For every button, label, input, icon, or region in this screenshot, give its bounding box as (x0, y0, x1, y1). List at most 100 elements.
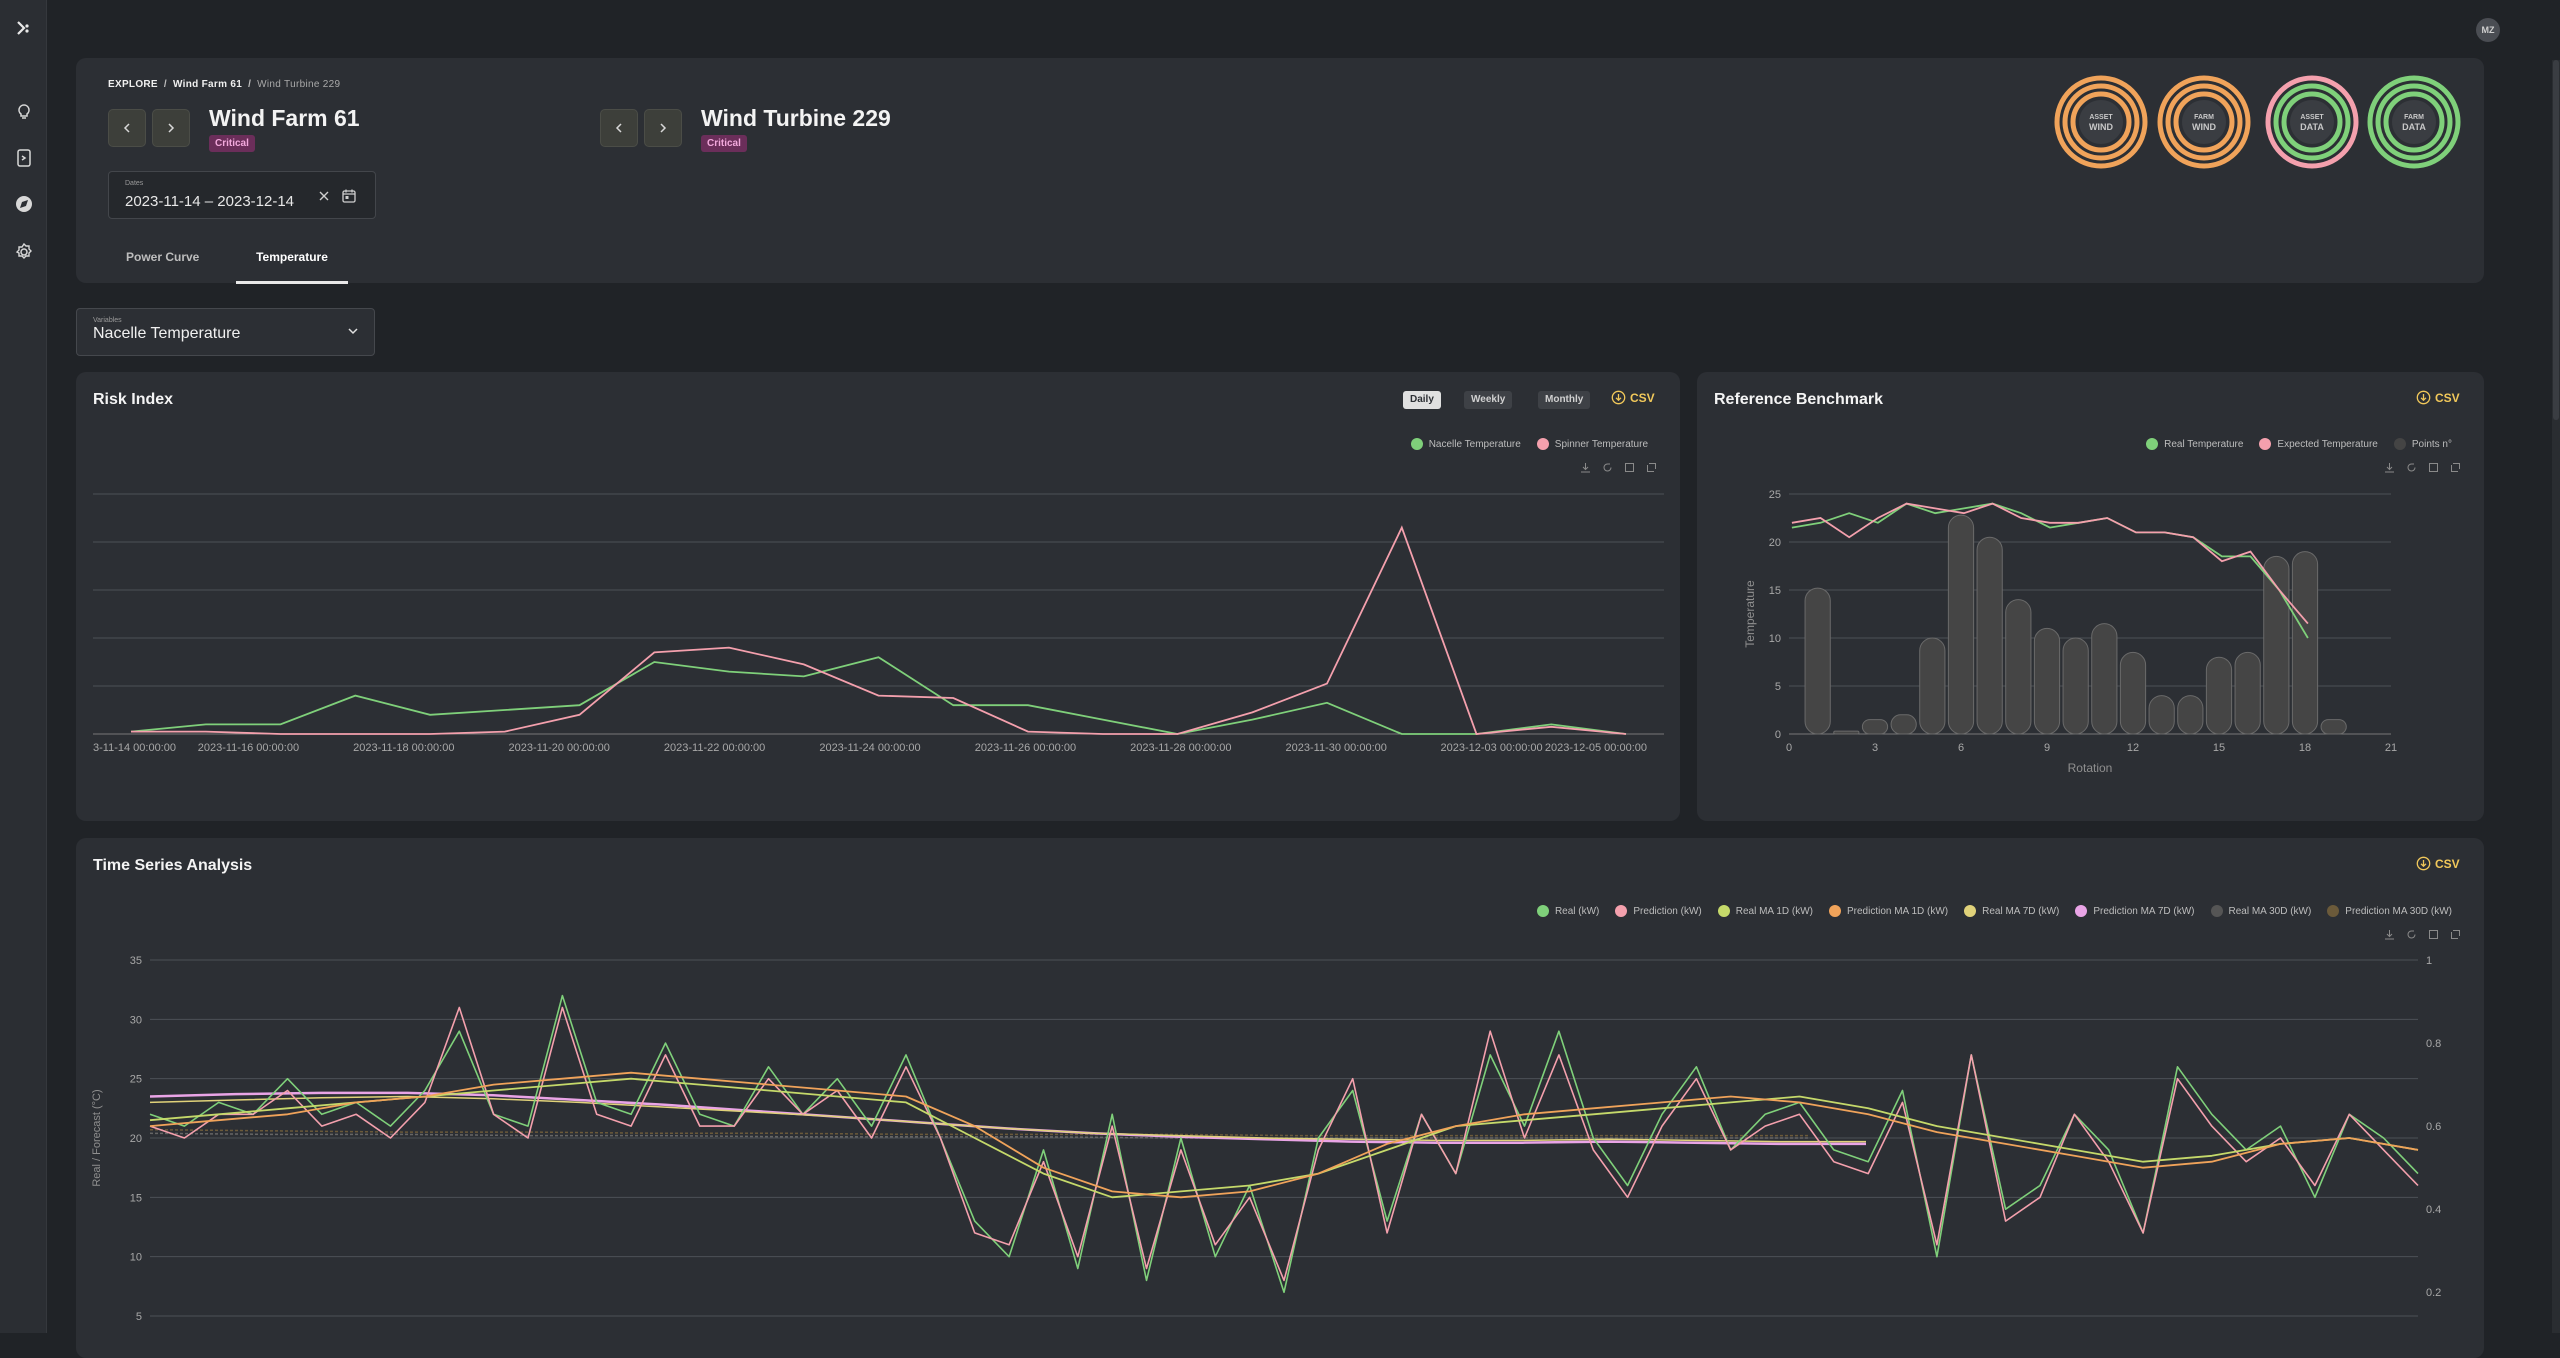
legend-label: Real MA 30D (kW) (2228, 905, 2312, 917)
y-tick-label: 10 (1769, 633, 1781, 645)
series-ma1d-pred (149, 1071, 2419, 1199)
date-range-value[interactable]: 2023-11-14 – 2023-12-14 (125, 193, 295, 210)
gauge-ring (2070, 91, 2132, 153)
y-tick-label: 15 (130, 1192, 142, 1204)
bar (1919, 637, 1946, 735)
series-line (131, 525, 1627, 735)
restore-icon[interactable] (1601, 461, 1614, 474)
breadcrumb-explore[interactable]: EXPLORE (108, 79, 158, 90)
compass-icon[interactable] (12, 192, 36, 216)
variable-select-label: Variables (93, 317, 122, 324)
series-line (1791, 502, 2309, 639)
legend-item-timeseries[interactable]: Prediction MA 30D (kW) (2327, 905, 2452, 917)
tab-power-curve[interactable]: Power Curve (126, 250, 200, 264)
zoom-reset-icon[interactable] (1645, 461, 1658, 474)
legend-item-timeseries[interactable]: Real (kW) (1536, 905, 1599, 917)
bar (2291, 551, 2319, 735)
zoom-reset-icon[interactable] (2449, 461, 2462, 474)
y-right-tick-label: 0.6 (2426, 1121, 2441, 1133)
x-tick-label: 21 (2385, 742, 2397, 754)
y-tick-label: 20 (130, 1133, 142, 1145)
download-icon (1611, 390, 1626, 405)
clear-icon[interactable] (315, 187, 333, 205)
gauge-label-line1: FARM (2194, 114, 2214, 121)
legend-item-nacelle[interactable]: Nacelle Temperature (1410, 438, 1521, 450)
bar (2320, 719, 2347, 735)
x-tick-label: 2023-11-22 00:00:00 (664, 742, 765, 754)
legend-item-timeseries[interactable]: Prediction MA 7D (kW) (2075, 905, 2195, 917)
farm-next-button[interactable] (152, 109, 190, 147)
date-range-label: Dates (125, 180, 144, 187)
date-range-field[interactable]: Dates 2023-11-14 – 2023-12-14 (108, 171, 376, 219)
bar (1804, 587, 1831, 735)
y-tick-label: 5 (136, 1311, 142, 1323)
risk-toolbox (1579, 461, 1658, 474)
legend-item-timeseries[interactable]: Prediction MA 1D (kW) (1828, 905, 1948, 917)
benchmark-chart[interactable]: 0 5 10 15 20 25 0 3 6 9 12 15 18 21 Rotation Temperatur… (1697, 372, 2484, 821)
bar (2148, 695, 2175, 735)
calendar-icon[interactable] (340, 187, 358, 205)
time-series-chart[interactable]: 5 10 15 20 25 30 35 0.2 0.4 0.6 0.8 1 Real / Forecas… (76, 838, 2484, 1358)
legend-item-timeseries[interactable]: Real MA 30D (kW) (2210, 905, 2312, 917)
turbine-prev-button[interactable] (600, 109, 638, 147)
legend-item-timeseries[interactable]: Real MA 7D (kW) (1964, 905, 2059, 917)
user-avatar[interactable]: MZ (2476, 18, 2500, 42)
farm-title: Wind Farm 61 (209, 105, 360, 131)
legend-dot (1717, 905, 1730, 917)
zoom-icon[interactable] (2427, 461, 2440, 474)
risk-csv-label: CSV (1630, 390, 1655, 405)
x-tick-label: 2023-12-05 00:00:00 (1545, 742, 1647, 754)
page-scrollbar[interactable] (2552, 60, 2560, 1333)
x-tick-label: 2023-11-28 00:00:00 (1130, 742, 1231, 754)
farm-prev-button[interactable] (108, 109, 146, 147)
bar (1947, 514, 1975, 735)
save-image-icon[interactable] (2383, 461, 2396, 474)
gear-icon[interactable] (12, 240, 36, 264)
save-image-icon[interactable] (2383, 928, 2396, 941)
document-icon[interactable] (12, 146, 36, 170)
y-axis-label: Temperature (1743, 580, 1757, 648)
legend-item-points[interactable]: Points n° (2393, 438, 2452, 450)
legend-item-spinner[interactable]: Spinner Temperature (1536, 438, 1648, 450)
y-tick-label: 5 (1775, 681, 1781, 693)
period-daily-button[interactable]: Daily (1403, 391, 1441, 409)
period-weekly-button[interactable]: Weekly (1464, 391, 1513, 409)
timeseries-csv-button[interactable]: CSV (2416, 856, 2460, 871)
benchmark-csv-button[interactable]: CSV (2416, 390, 2460, 405)
breadcrumb-turbine: Wind Turbine 229 (257, 79, 341, 90)
restore-icon[interactable] (2405, 461, 2418, 474)
risk-index-chart[interactable]: 3-11-14 00:00:00 2023-11-16 00:00:00 2023-… (76, 372, 1680, 821)
breadcrumb-farm[interactable]: Wind Farm 61 (172, 79, 243, 90)
turbine-next-button[interactable] (644, 109, 682, 147)
save-image-icon[interactable] (1579, 461, 1592, 474)
series-pred (149, 1006, 2419, 1282)
y-tick-label: 25 (1769, 489, 1781, 501)
tab-temperature[interactable]: Temperature (236, 244, 348, 284)
legend-dot (1536, 905, 1549, 917)
app-logo-icon[interactable] (15, 18, 33, 40)
variable-select-value: Nacelle Temperature (93, 325, 241, 342)
legend-item-timeseries[interactable]: Prediction (kW) (1615, 905, 1702, 917)
period-monthly-button[interactable]: Monthly (1538, 391, 1591, 409)
variable-select[interactable]: Variables Nacelle Temperature (76, 308, 375, 356)
legend-item-real-temperature[interactable]: Real Temperature (2146, 438, 2243, 450)
x-tick-label: 2023-11-26 00:00:00 (975, 742, 1076, 754)
risk-csv-button[interactable]: CSV (1611, 390, 1655, 405)
scrollbar-thumb[interactable] (2553, 60, 2559, 420)
bar (2263, 555, 2290, 735)
lightbulb-icon[interactable] (12, 100, 36, 124)
bar (2234, 651, 2261, 735)
series-real (149, 994, 2419, 1294)
restore-icon[interactable] (2405, 928, 2418, 941)
legend-item-expected-temperature[interactable]: Expected Temperature (2259, 438, 2378, 450)
timeseries-toolbox (2383, 928, 2462, 941)
zoom-icon[interactable] (1623, 461, 1636, 474)
legend-item-timeseries[interactable]: Real MA 1D (kW) (1717, 905, 1813, 917)
zoom-icon[interactable] (2427, 928, 2440, 941)
gauge-center (2392, 100, 2436, 144)
zoom-reset-icon[interactable] (2449, 928, 2462, 941)
